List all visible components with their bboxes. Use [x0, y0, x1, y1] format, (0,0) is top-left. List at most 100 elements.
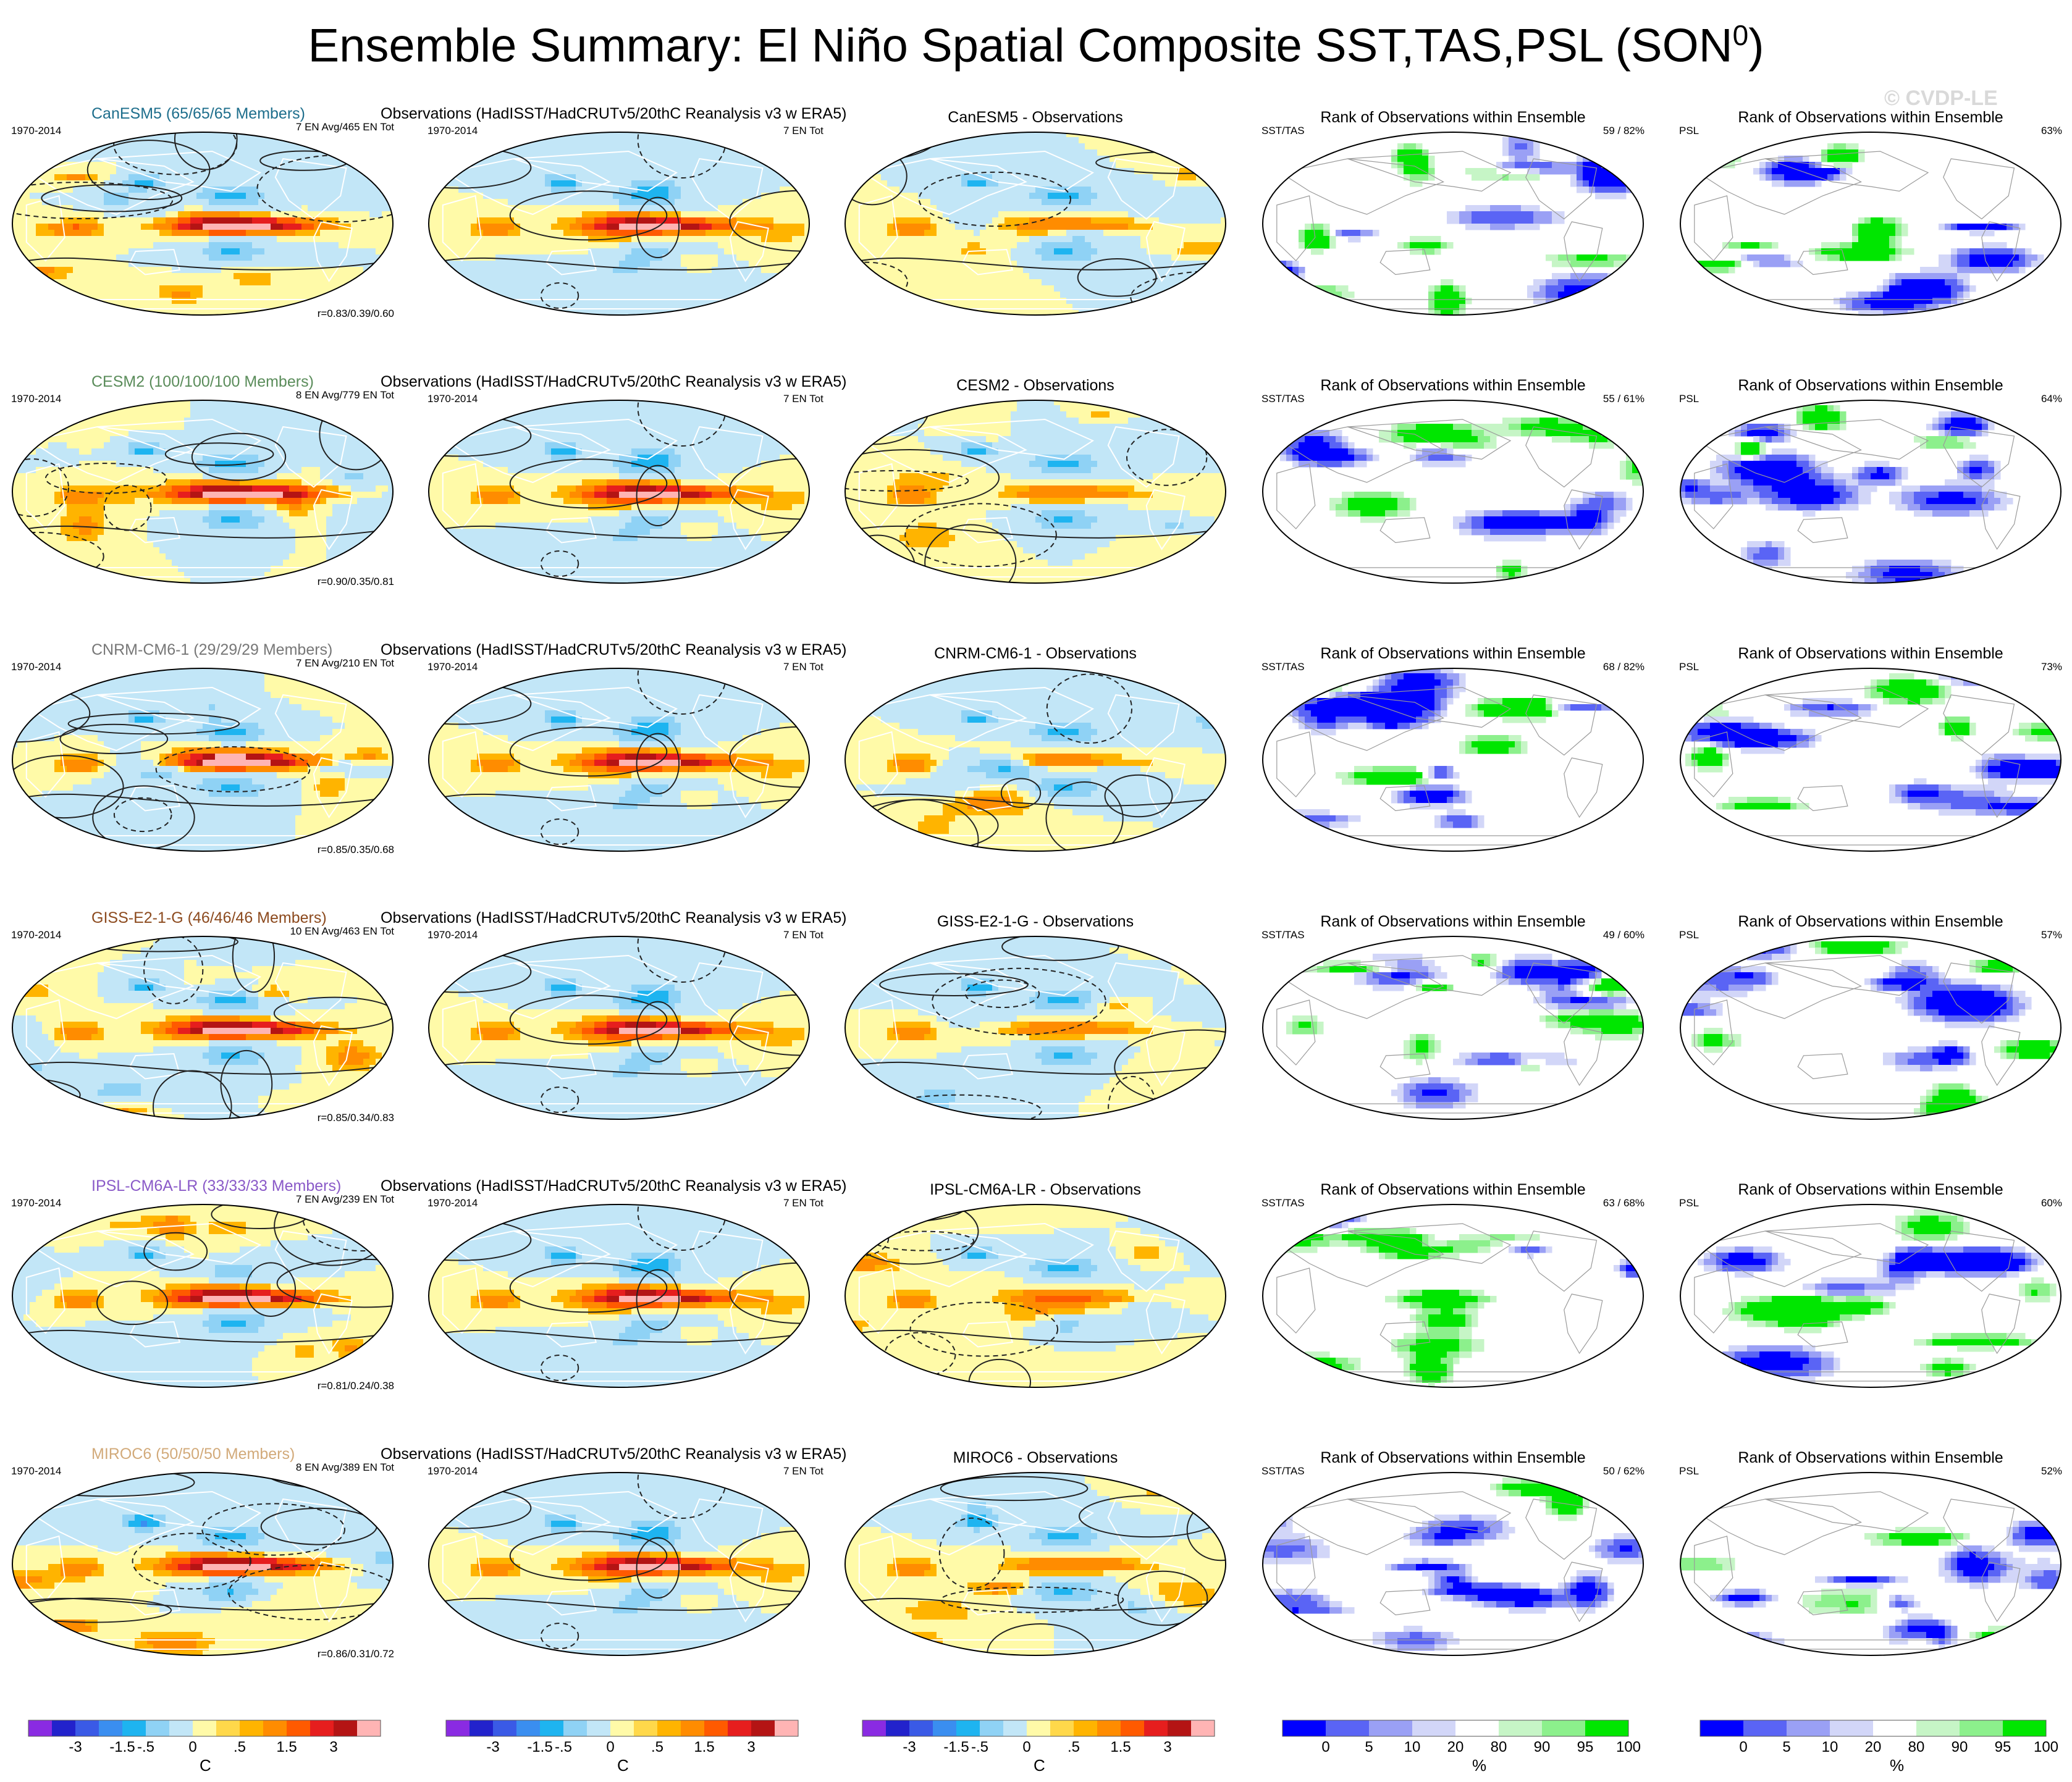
difference-map-4: [844, 1204, 1226, 1388]
rank-percent: 59 / 82%: [1603, 125, 1645, 137]
rank-variable: SST/TAS: [1261, 125, 1305, 137]
rank-percent: 64%: [2041, 393, 2062, 405]
ensemble-map-0: [12, 132, 394, 316]
ensemble-panel: GISS-E2-1-G (46/46/46 Members) 1970-2014 1…: [11, 903, 394, 1165]
ensemble-panel: IPSL-CM6A-LR (33/33/33 Members) 1970-2014…: [11, 1171, 394, 1433]
rank-sst-panel: Rank of Observations within Ensemble SST/…: [1261, 1171, 1645, 1433]
colorbar-tick-label: 90: [1523, 1739, 1560, 1756]
rank-title: Rank of Observations within Ensemble: [1679, 1181, 2062, 1199]
colorbar-tick-label: 80: [1898, 1739, 1935, 1756]
rank-variable: SST/TAS: [1261, 393, 1305, 405]
rank-title: Rank of Observations within Ensemble: [1261, 913, 1645, 931]
rank-percent: 63%: [2041, 125, 2062, 137]
colorbar-tick-label: 0: [592, 1739, 629, 1756]
rank-title: Rank of Observations within Ensemble: [1261, 109, 1645, 127]
rank-percent: 57%: [2041, 929, 2062, 941]
rank-sst-map-2: [1262, 668, 1644, 852]
rank-percent: 52%: [2041, 1465, 2062, 1477]
colorbar-tick-label: -.5: [961, 1739, 998, 1756]
rank-sst-panel: Rank of Observations within Ensemble SST/…: [1261, 1439, 1645, 1701]
rank-title: Rank of Observations within Ensemble: [1261, 377, 1645, 395]
rank-psl-map-0: [1680, 132, 2061, 316]
observations-map-0: [428, 132, 810, 316]
rank-sst-panel: Rank of Observations within Ensemble SST/…: [1261, 635, 1645, 897]
rank-psl-panel: Rank of Observations within Ensemble PSL 5…: [1679, 1439, 2062, 1701]
rank-title: Rank of Observations within Ensemble: [1261, 1181, 1645, 1199]
ensemble-title: GISS-E2-1-G (46/46/46 Members): [91, 909, 327, 927]
difference-panel: CESM2 - Observations: [844, 367, 1227, 629]
cvdp-watermark: © CVDP-LE: [1884, 86, 1998, 111]
rank-percent: 73%: [2041, 661, 2062, 673]
observations-period: 1970-2014: [427, 1465, 478, 1477]
observations-panel: Observations (HadISST/HadCRUTv5/20thC Re…: [381, 903, 846, 1165]
observations-info: 7 EN Tot: [783, 661, 823, 673]
colorbar-tick-label: 20: [1855, 1739, 1892, 1756]
ensemble-map-4: [12, 1204, 394, 1388]
rank-variable: PSL: [1679, 1197, 1699, 1209]
colorbar-tick-label: 95: [1567, 1739, 1604, 1756]
observations-info: 7 EN Tot: [783, 929, 823, 941]
rank-percent: 49 / 60%: [1603, 929, 1645, 941]
ensemble-panel: CESM2 (100/100/100 Members) 1970-2014 8 EN…: [11, 367, 394, 629]
observations-title: Observations (HadISST/HadCRUTv5/20thC Re…: [381, 373, 846, 391]
colorbar-tick-label: 10: [1811, 1739, 1848, 1756]
difference-panel: IPSL-CM6A-LR - Observations: [844, 1171, 1227, 1433]
difference-map-1: [844, 400, 1226, 584]
rank-percent: 68 / 82%: [1603, 661, 1645, 673]
observations-period: 1970-2014: [427, 661, 478, 673]
ensemble-panel: CNRM-CM6-1 (29/29/29 Members) 1970-2014 7 …: [11, 635, 394, 897]
rank-sst-map-5: [1262, 1472, 1644, 1656]
pattern-correlation: r=0.81/0.24/0.38: [318, 1380, 394, 1392]
ensemble-info: 10 EN Avg/463 EN Tot: [290, 925, 394, 938]
ensemble-info: 7 EN Avg/465 EN Tot: [296, 121, 394, 133]
rank-psl-map-1: [1680, 400, 2061, 584]
colorbar-tick-label: 0: [174, 1739, 211, 1756]
title-main: Ensemble Summary: El Niño Spatial Compos…: [308, 19, 1732, 72]
ensemble-period: 1970-2014: [11, 1197, 61, 1209]
rank-percent: 60%: [2041, 1197, 2062, 1209]
colorbar-tick-label: 1.5: [686, 1739, 723, 1756]
ensemble-info: 8 EN Avg/389 EN Tot: [296, 1461, 394, 1474]
rank-variable: SST/TAS: [1261, 661, 1305, 673]
pattern-correlation: r=0.90/0.35/0.81: [318, 576, 394, 588]
difference-title: IPSL-CM6A-LR - Observations: [844, 1181, 1227, 1199]
difference-map-3: [844, 936, 1226, 1120]
ensemble-panel: MIROC6 (50/50/50 Members) 1970-2014 8 EN A…: [11, 1439, 394, 1701]
rank-psl-map-5: [1680, 1472, 2061, 1656]
ensemble-period: 1970-2014: [11, 1465, 61, 1477]
rank-percent: 55 / 61%: [1603, 393, 1645, 405]
rank-variable: PSL: [1679, 929, 1699, 941]
colorbar-tick-label: .5: [221, 1739, 258, 1756]
observations-period: 1970-2014: [427, 1197, 478, 1209]
rank-title: Rank of Observations within Ensemble: [1679, 377, 2062, 395]
ensemble-period: 1970-2014: [11, 393, 61, 405]
observations-info: 7 EN Tot: [783, 125, 823, 137]
ensemble-title: CESM2 (100/100/100 Members): [91, 373, 314, 391]
difference-panel: MIROC6 - Observations: [844, 1439, 1227, 1701]
rank-sst-map-3: [1262, 936, 1644, 1120]
rank-colorbar-swatches: [1282, 1720, 1629, 1737]
ensemble-title: CNRM-CM6-1 (29/29/29 Members): [91, 641, 332, 659]
temperature-colorbar-swatches: [862, 1720, 1215, 1737]
title-end: ): [1748, 19, 1764, 72]
ensemble-period: 1970-2014: [11, 125, 61, 137]
colorbar-unit: %: [1890, 1756, 1904, 1775]
colorbar-tick-label: -3: [57, 1739, 94, 1756]
observations-period: 1970-2014: [427, 393, 478, 405]
observations-panel: Observations (HadISST/HadCRUTv5/20thC Re…: [381, 99, 846, 361]
colorbar-unit: C: [617, 1756, 629, 1775]
pattern-correlation: r=0.85/0.34/0.83: [318, 1112, 394, 1124]
rank-sst-map-0: [1262, 132, 1644, 316]
ensemble-map-1: [12, 400, 394, 584]
observations-period: 1970-2014: [427, 929, 478, 941]
pattern-correlation: r=0.83/0.39/0.60: [318, 308, 394, 320]
rank-title: Rank of Observations within Ensemble: [1679, 913, 2062, 931]
page-title: Ensemble Summary: El Niño Spatial Compos…: [0, 19, 2072, 72]
observations-title: Observations (HadISST/HadCRUTv5/20thC Re…: [381, 909, 846, 927]
rank-sst-panel: Rank of Observations within Ensemble SST/…: [1261, 99, 1645, 361]
colorbar-tick-label: -3: [474, 1739, 512, 1756]
rank-title: Rank of Observations within Ensemble: [1679, 645, 2062, 663]
observations-info: 7 EN Tot: [783, 1197, 823, 1209]
ensemble-title: CanESM5 (65/65/65 Members): [91, 105, 305, 123]
observations-title: Observations (HadISST/HadCRUTv5/20thC Re…: [381, 1445, 846, 1463]
